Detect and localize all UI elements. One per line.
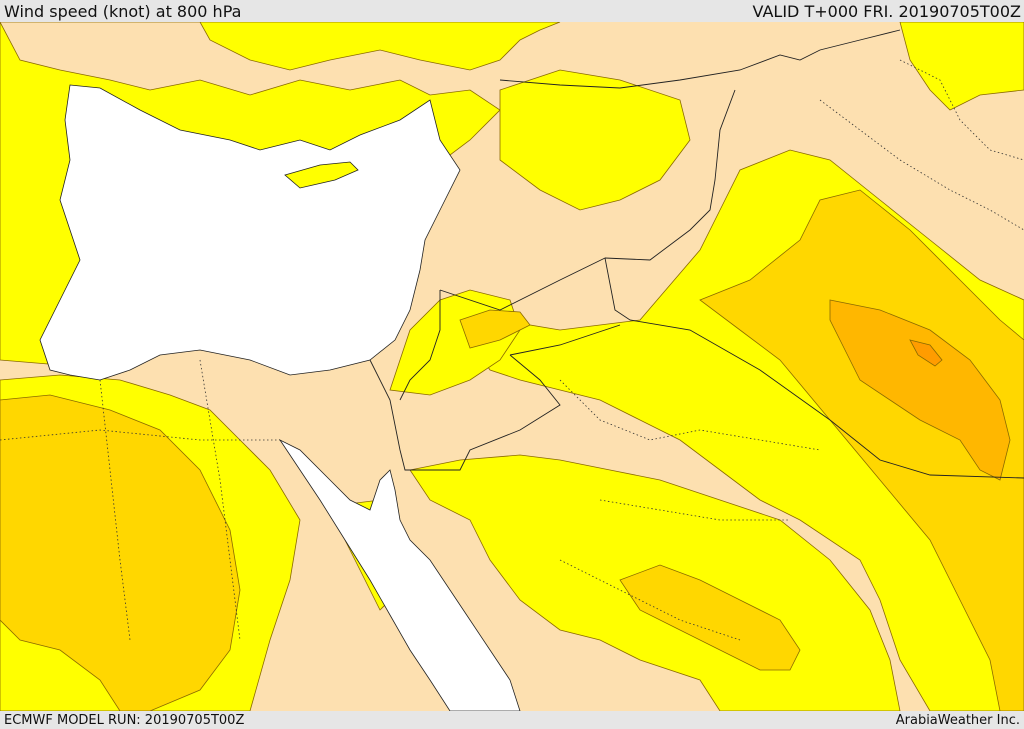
wind-band-dark-orange: [909, 339, 943, 367]
footer-bar: ECMWF MODEL RUN: 20190705T00Z ArabiaWeat…: [0, 711, 1024, 729]
mediterranean-sea: [39, 84, 461, 381]
wind-band-gold: [0, 189, 1024, 711]
credit-label: ArabiaWeather Inc.: [895, 712, 1020, 728]
province-borders: [0, 59, 1024, 641]
wind-speed-map-svg: [0, 22, 1024, 711]
header-bar: Wind speed (knot) at 800 hPa VALID T+000…: [0, 0, 1024, 22]
valid-time: VALID T+000 FRI. 20190705T00Z: [752, 1, 1021, 21]
weather-map[interactable]: [0, 22, 1024, 711]
red-sea: [278, 438, 521, 711]
country-borders: [369, 29, 1024, 479]
wind-band-orange: [829, 299, 1011, 481]
cyprus-island: [284, 161, 359, 189]
model-run-label: ECMWF MODEL RUN: 20190705T00Z: [4, 712, 245, 728]
map-title: Wind speed (knot) at 800 hPa: [4, 1, 242, 21]
